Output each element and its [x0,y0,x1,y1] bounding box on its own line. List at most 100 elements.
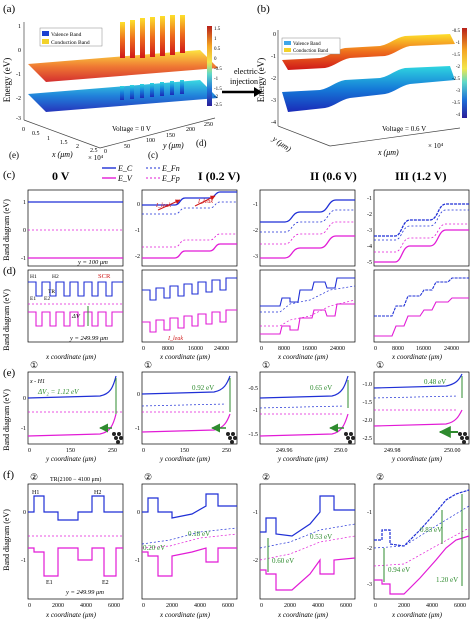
svg-text:249.98: 249.98 [384,448,401,454]
svg-text:250.0: 250.0 [334,448,348,454]
c-col1-efp [142,233,237,248]
svg-text:250: 250 [204,122,213,128]
svg-text:8000: 8000 [278,346,290,352]
e-col1-efn [141,403,227,407]
svg-text:2000: 2000 [284,603,296,609]
f-col2-ec [260,495,355,537]
e-col2-xticks: 249.96 250.0 [276,448,348,454]
svg-text:0: 0 [28,603,31,609]
f-col0-ec [28,495,123,521]
e-col1-yticks: 0 -1 [135,392,140,432]
c-col1-yticks: 0 -1 -2 [135,202,140,260]
d-xlabel-3: x coordinate (μm) [391,353,443,361]
svg-text:-1.5: -1.5 [249,432,259,438]
d-label-scr: SCR [98,273,111,280]
e-col0-atoms [112,432,123,444]
panel-a-callout-c: (c) [148,150,158,160]
svg-text:-1: -1 [135,228,140,234]
d-col0-ec [28,281,123,297]
panel-a-xaxis [23,119,101,149]
panel-b-legend-swatch-vb [284,41,291,45]
panel-a-ztick: -1 [16,72,21,78]
svg-text:2: 2 [76,144,79,150]
svg-text:-2.5: -2.5 [363,436,373,442]
svg-text:6000: 6000 [340,603,352,609]
c-col1-ev [142,243,237,259]
d-label-e1: E1 [30,296,36,302]
panel-b-label: (b) [257,3,270,15]
e-col2-frame [259,371,356,445]
svg-text:-1: -1 [214,77,219,82]
svg-text:-2: -2 [135,254,140,260]
f-col3-val2: 0.83 eV [420,526,442,534]
c-col3-yticks: -1 -2 -3 -4 -5 [367,196,372,266]
c-col1-efn [142,201,237,215]
svg-text:0: 0 [260,603,263,609]
f-col0-circ: ② [30,472,38,482]
panel-b-ylabel: Energy (eV) [256,58,266,103]
panel-d: (d) Band diagram (eV) H1 H2 SCR TR E1 E2… [2,265,470,361]
e-col0-yticks: 0 -1 [21,396,26,432]
svg-text:0: 0 [137,510,140,516]
svg-text:24000: 24000 [330,346,345,352]
svg-text:4000: 4000 [194,603,206,609]
panel-b-annot: Voltage = 0.6 V [382,125,426,133]
e-col0-ev [27,413,117,437]
svg-text:-1: -1 [367,196,372,202]
panel-a: (a) Energy (eV) 1 0 -1 -2 -3 Valence Ban… [2,3,222,162]
svg-text:200: 200 [186,127,195,133]
c-col3-efp [374,223,469,253]
e-col0-xh1: x - H1 [29,379,45,385]
c-col1-ileak-arrow2 [194,195,216,207]
c-col3-frame [373,189,470,267]
svg-text:2000: 2000 [166,603,178,609]
svg-text:-2: -2 [253,228,258,234]
svg-text:-1.5: -1.5 [214,87,222,92]
panel-c-label: (c) [3,169,16,181]
svg-text:0: 0 [374,603,377,609]
panel-a-xlabel: x (μm) [51,150,73,159]
e-col1-xticks: 0 150 250 [142,448,231,454]
d-col2-ec [260,277,355,307]
svg-text:150: 150 [66,448,75,454]
svg-text:1: 1 [23,200,26,206]
f-col2-ev [260,557,356,591]
legend-ec: E_C [117,164,133,173]
svg-text:24000: 24000 [214,346,229,352]
e-col2-efn [259,405,345,409]
f-xlabel-0: x coordinate (μm) [45,611,97,619]
panel-a-ztick: 1 [18,24,21,30]
d-col1-ev [142,309,237,333]
e-col3-atoms [458,432,469,444]
legend-efn: E_Fn [161,164,180,173]
panel-b-ylabel2: y (μm) [270,134,293,154]
e-col1-ev [141,413,231,433]
f-col1-frame [141,483,238,600]
panel-a-callout-d: (d) [196,138,207,148]
electric-injection-arrow: electric injection [222,67,262,97]
f-label-h1: H1 [32,490,39,496]
svg-text:-0.5: -0.5 [249,386,259,392]
svg-text:-3: -3 [253,254,258,260]
e-col3-dv: 0.48 eV [424,378,446,386]
panel-f: (f) Band diagram (eV) ② TR(2100 − 4100 μ… [2,469,470,619]
svg-text:-2: -2 [367,546,372,552]
e-col3-ev [373,409,463,427]
panel-a-vb-spikes [120,80,184,100]
e-col2-dv: 0.65 eV [310,384,332,392]
e-col1-dv: 0.92 eV [192,384,214,392]
panel-e-ylabel: Band diagram (eV) [2,389,11,451]
svg-text:-1: -1 [21,426,26,432]
header-iii: III (1.2 V) [395,169,446,183]
d-label-h2: H2 [52,274,59,280]
panel-a-cb-spikes [120,15,185,58]
svg-text:-1: -1 [456,41,461,46]
c-col2-ec [260,199,355,223]
e-col3-xticks: 249.98 250.00 [384,448,461,454]
panel-a-ztick: -3 [16,116,21,122]
c-col2-frame [259,189,356,267]
panel-b-legend [281,37,341,55]
svg-text:-4: -4 [271,120,276,126]
panel-a-annot: Voltage = 0 V [112,125,151,133]
svg-text:0: 0 [214,57,217,62]
